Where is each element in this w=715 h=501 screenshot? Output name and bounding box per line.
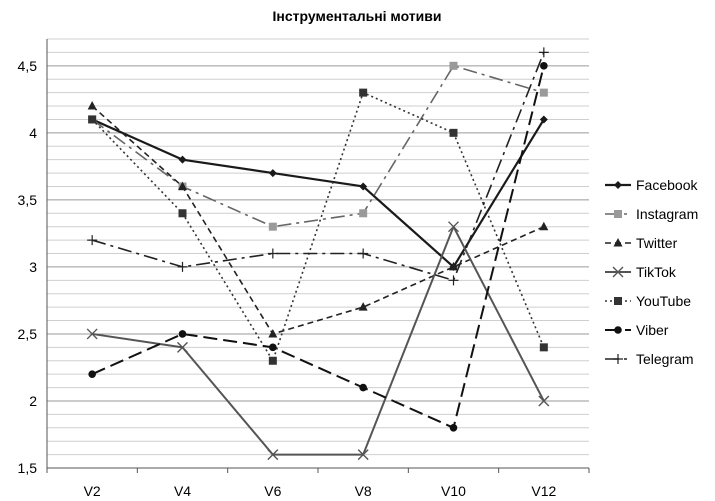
- twitter-marker: [178, 181, 187, 190]
- legend-label: Twitter: [636, 235, 678, 251]
- legend-label: YouTube: [636, 293, 691, 309]
- x-tick-label: V4: [174, 483, 191, 499]
- viber-marker: [88, 370, 96, 378]
- y-axis-ticks: 1,5 2 2,5 3 3,5 4 4,5: [18, 58, 38, 476]
- instagram-marker: [359, 209, 368, 218]
- legend-instagram-marker: [614, 210, 622, 218]
- youtube-marker: [88, 115, 97, 124]
- y-tick-label: 4: [29, 125, 37, 141]
- series-line-viber: [91, 65, 545, 429]
- legend-twitter-marker: [613, 238, 623, 247]
- legend: Facebook Instagram Twitter TikTok YouTube Vib…: [605, 177, 698, 367]
- series-viber: [88, 62, 548, 432]
- youtube-marker: [539, 343, 548, 352]
- y-tick-label: 2: [29, 393, 37, 409]
- tiktok-marker: [177, 341, 188, 353]
- twitter-marker: [358, 302, 368, 311]
- axes: [46, 39, 590, 473]
- legend-youtube-marker: [614, 297, 622, 305]
- series-line-twitter: [91, 105, 545, 335]
- series-twitter: [87, 101, 549, 338]
- telegram-marker: [267, 248, 278, 259]
- legend-item-youtube: YouTube: [605, 293, 691, 309]
- viber-marker: [359, 383, 367, 392]
- facebook-marker: [178, 155, 187, 164]
- telegram-marker: [358, 248, 369, 259]
- x-tick-label: V10: [441, 483, 466, 499]
- twitter-marker: [539, 221, 549, 231]
- y-tick-label: 4,5: [18, 58, 38, 74]
- youtube-marker: [449, 128, 458, 137]
- twitter-marker: [449, 261, 458, 271]
- x-tick-label: V2: [84, 483, 101, 499]
- legend-viber-marker: [614, 326, 622, 334]
- legend-item-instagram: Instagram: [605, 206, 698, 222]
- telegram-marker: [177, 261, 188, 272]
- grid: [47, 38, 589, 469]
- series-youtube: [88, 88, 548, 365]
- legend-item-viber: Viber: [605, 322, 669, 338]
- facebook-marker: [359, 182, 368, 191]
- legend-telegram-marker: [613, 354, 623, 364]
- tiktok-marker: [538, 395, 550, 407]
- viber-marker: [269, 343, 277, 352]
- series-telegram: [87, 47, 549, 286]
- youtube-marker: [178, 209, 187, 218]
- series-tiktok: [86, 221, 550, 461]
- y-tick-label: 3: [29, 259, 37, 275]
- tiktok-marker: [357, 449, 369, 461]
- legend-facebook-marker: [614, 181, 622, 189]
- x-tick-label: V8: [355, 483, 372, 499]
- series-line-tiktok: [92, 225, 545, 456]
- y-tick-label: 2,5: [18, 326, 38, 342]
- instagram-marker: [268, 222, 277, 231]
- telegram-marker: [87, 235, 98, 246]
- viber-marker: [449, 423, 458, 432]
- x-tick-label: V6: [264, 483, 281, 499]
- instagram-marker: [449, 61, 458, 70]
- tiktok-marker: [86, 328, 98, 340]
- chart-title: Інструментальні мотиви: [273, 8, 442, 24]
- youtube-marker: [359, 88, 368, 97]
- tiktok-marker: [448, 221, 459, 233]
- x-axis-ticks: V2 V4 V6 V8 V10 V12: [84, 483, 557, 499]
- tiktok-marker: [267, 449, 279, 461]
- y-tick-label: 1,5: [18, 460, 38, 476]
- legend-label: Telegram: [636, 351, 694, 367]
- facebook-marker: [268, 169, 277, 178]
- twitter-marker: [87, 101, 97, 110]
- legend-label: Viber: [636, 322, 669, 338]
- series-line-instagram: [91, 65, 545, 228]
- telegram-marker: [538, 47, 549, 58]
- legend-label: Instagram: [636, 206, 698, 222]
- legend-item-twitter: Twitter: [605, 235, 678, 251]
- instagram-marker: [539, 88, 548, 97]
- x-tick-label: V12: [531, 483, 556, 499]
- viber-marker: [540, 62, 548, 70]
- facebook-marker: [539, 115, 548, 124]
- legend-item-facebook: Facebook: [605, 177, 698, 193]
- legend-item-telegram: Telegram: [605, 351, 694, 367]
- series-line-telegram: [91, 52, 545, 282]
- legend-item-tiktok: TikTok: [605, 264, 677, 280]
- y-tick-label: 3,5: [18, 192, 38, 208]
- telegram-marker: [448, 275, 459, 286]
- viber-marker: [178, 330, 187, 338]
- series-line-facebook: [91, 118, 545, 269]
- youtube-marker: [268, 356, 277, 365]
- legend-tiktok-marker: [612, 266, 624, 278]
- legend-label: TikTok: [636, 264, 677, 280]
- legend-label: Facebook: [636, 177, 698, 193]
- series-group: [86, 47, 550, 461]
- twitter-marker: [268, 328, 278, 338]
